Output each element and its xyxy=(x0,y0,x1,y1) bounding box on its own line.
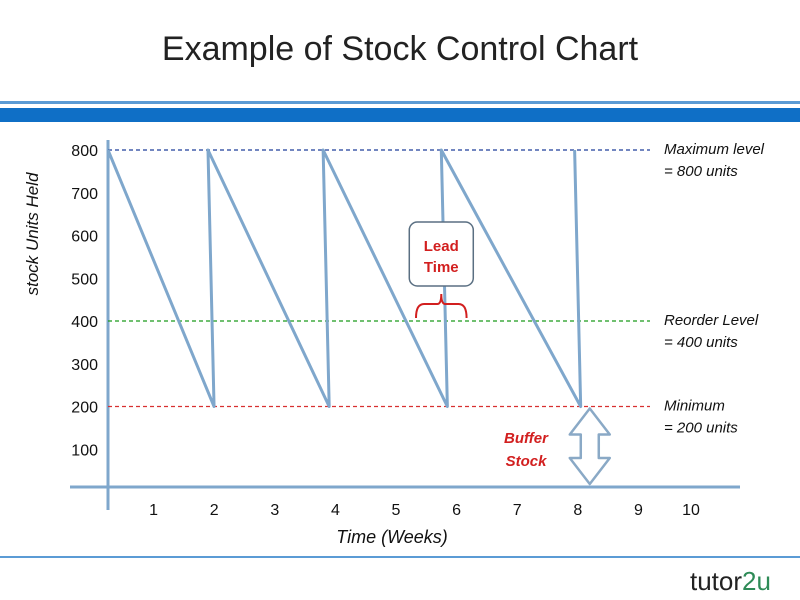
y-tick-labels: 100 200 300 400 500 600 700 800 xyxy=(71,143,98,459)
y-tick-label: 500 xyxy=(71,271,98,288)
stock-series xyxy=(106,148,583,408)
y-tick-label: 800 xyxy=(71,143,98,160)
lead-time-label: Lead xyxy=(424,238,459,255)
x-tick-labels: 1 2 3 4 5 6 7 8 9 10 xyxy=(149,502,700,519)
y-tick-label: 600 xyxy=(71,229,98,246)
brand-prefix: tutor xyxy=(690,566,743,596)
buffer-stock-label: Stock xyxy=(506,453,548,470)
reference-label: Minimum xyxy=(664,398,725,415)
header-rule-thick xyxy=(0,108,800,122)
brand-accent: 2u xyxy=(742,566,771,596)
header-rule-thin xyxy=(0,101,800,104)
stock-level-line xyxy=(106,148,583,408)
slide-title: Example of Stock Control Chart xyxy=(161,30,639,68)
lead-time-brace xyxy=(415,293,468,319)
buffer-stock-label: Buffer xyxy=(504,430,549,447)
y-tick-label: 100 xyxy=(71,442,98,459)
x-tick-label: 8 xyxy=(573,502,582,519)
x-tick-label: 3 xyxy=(270,502,279,519)
y-tick-label: 200 xyxy=(71,400,98,417)
x-tick-label: 2 xyxy=(210,502,219,519)
x-tick-label: 9 xyxy=(634,502,643,519)
reference-label: = 800 units xyxy=(664,163,738,180)
reference-label: Reorder Level xyxy=(664,312,759,329)
lead-time-box xyxy=(408,221,475,287)
y-tick-label: 400 xyxy=(71,314,98,331)
footer-rule xyxy=(0,556,800,558)
lead-time-label: Time xyxy=(424,259,459,276)
y-axis-label: stock Units Held xyxy=(23,172,42,295)
chart-axes xyxy=(70,140,740,510)
reference-label: Maximum level xyxy=(664,141,765,158)
buffer-stock-arrow xyxy=(568,407,612,486)
x-tick-label: 5 xyxy=(392,502,401,519)
x-tick-label: 4 xyxy=(331,502,340,519)
x-tick-label: 10 xyxy=(682,502,700,519)
x-axis-label: Time (Weeks) xyxy=(336,527,448,547)
reference-label: = 200 units xyxy=(664,420,738,437)
x-tick-label: 6 xyxy=(452,502,461,519)
tutor2u-logo: tutor2u xyxy=(690,566,771,597)
reference-lines: Maximum level = 800 units Reorder Level = 4… xyxy=(108,141,765,437)
annotations: Lead Time Buffer Stock xyxy=(408,221,612,486)
reference-label: = 400 units xyxy=(664,334,738,351)
y-tick-label: 300 xyxy=(71,357,98,374)
x-tick-label: 7 xyxy=(513,502,522,519)
x-tick-label: 1 xyxy=(149,502,158,519)
y-tick-label: 700 xyxy=(71,186,98,203)
